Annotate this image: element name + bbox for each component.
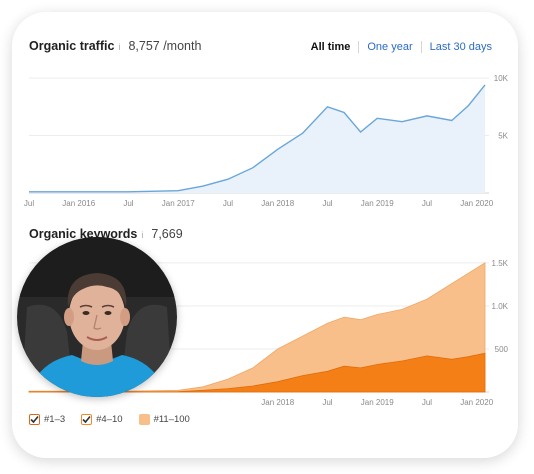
- traffic-y-ticks: 10K 5K: [494, 74, 509, 141]
- traffic-info-icon[interactable]: i: [118, 42, 121, 52]
- checkbox-icon[interactable]: [138, 414, 150, 425]
- x-tick-label: Jan 2017: [162, 199, 195, 208]
- x-tick-label: Jan 2016: [62, 199, 95, 208]
- x-tick-label: Jan 2019: [361, 199, 394, 208]
- traffic-x-ticks: Jul Jan 2016 Jul Jan 2017 Jul Jan 2018 Jul Jan …: [24, 199, 494, 208]
- x-tick-label: Jan 2018: [261, 398, 294, 407]
- traffic-header: Organic traffic i 8,757 /month: [29, 39, 201, 53]
- checkbox-icon[interactable]: [81, 414, 93, 425]
- y-tick-label: 1.0K: [492, 302, 509, 311]
- tab-one-year[interactable]: One year: [367, 41, 413, 53]
- x-tick-label: Jul: [322, 398, 332, 407]
- x-tick-label: Jul: [322, 199, 332, 208]
- avatar-illustration: [17, 237, 177, 397]
- y-tick-label: 10K: [494, 74, 509, 83]
- x-tick-label: Jul: [422, 398, 432, 407]
- legend-item-11-100[interactable]: #11–100: [138, 414, 190, 425]
- tab-all-time[interactable]: All time: [310, 41, 351, 53]
- legend-label: #1–3: [44, 414, 66, 425]
- tab-divider: [420, 41, 422, 53]
- legend-label: #4–10: [96, 414, 123, 425]
- keywords-x-ticks: Jan 2018 Jul Jan 2019 Jul Jan 2020: [261, 398, 493, 407]
- x-tick-label: Jul: [422, 199, 432, 208]
- x-tick-label: Jan 2020: [460, 199, 493, 208]
- keywords-y-ticks: 1.5K 1.0K 500: [492, 259, 509, 354]
- keywords-area-1-3: [28, 352, 486, 393]
- legend-label: #11–100: [153, 414, 190, 425]
- person-photo-icon: [17, 237, 177, 397]
- keywords-info-icon[interactable]: i: [141, 230, 144, 240]
- x-tick-label: Jul: [24, 199, 34, 208]
- x-tick-label: Jan 2019: [361, 398, 394, 407]
- x-tick-label: Jul: [223, 199, 233, 208]
- y-tick-label: 5K: [498, 132, 508, 141]
- keywords-value: 7,669: [151, 227, 183, 241]
- y-tick-label: 500: [495, 345, 509, 354]
- legend-item-4-10[interactable]: #4–10: [81, 414, 123, 425]
- tab-divider: [358, 41, 360, 53]
- time-range-tabs: All time One year Last 30 days: [311, 41, 492, 53]
- traffic-area: [29, 84, 485, 193]
- traffic-title: Organic traffic: [29, 39, 115, 53]
- traffic-value: 8,757 /month: [128, 39, 202, 53]
- x-tick-label: Jan 2018: [261, 199, 294, 208]
- keywords-header: Organic keywords i 7,669: [29, 227, 183, 241]
- checkbox-icon[interactable]: [29, 414, 40, 425]
- traffic-line: [29, 84, 486, 193]
- x-tick-label: Jan 2020: [460, 398, 493, 407]
- x-tick-label: Jul: [123, 199, 133, 208]
- legend-item-1-3[interactable]: #1–3: [29, 414, 65, 425]
- tab-last-30-days[interactable]: Last 30 days: [429, 41, 492, 53]
- y-tick-label: 1.5K: [492, 259, 509, 268]
- keywords-area-11-100: [28, 262, 486, 393]
- keywords-legend: #1–3 #4–10 #11–100: [29, 414, 190, 425]
